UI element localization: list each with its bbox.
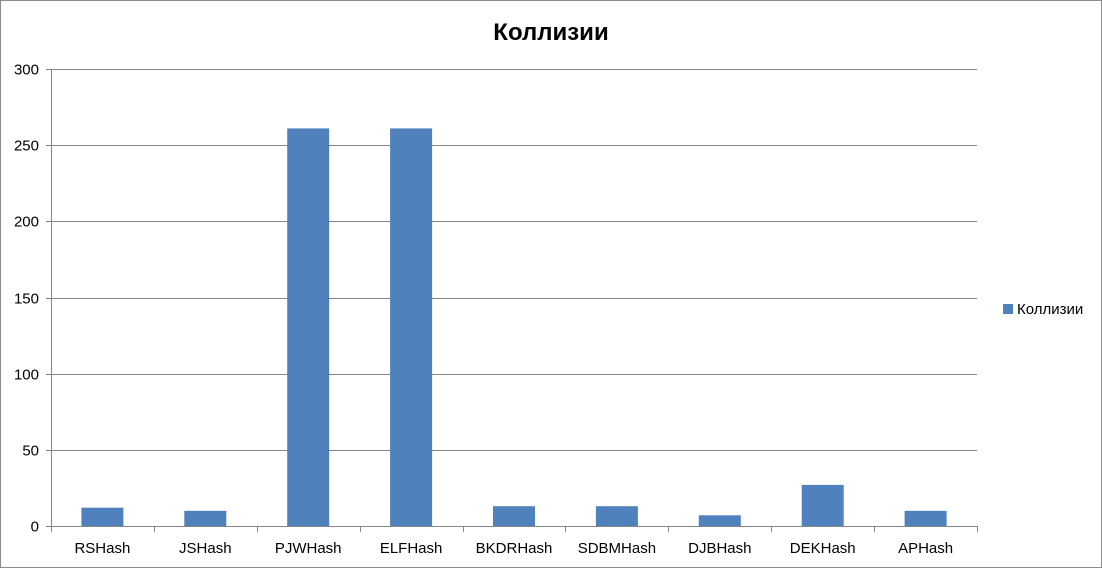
x-tick-label: ELFHash (380, 540, 443, 557)
legend-label: Коллизии (1017, 301, 1083, 318)
y-tick-label: 150 (14, 291, 39, 308)
bar-dekhash (801, 484, 844, 526)
x-tick-label: SDBMHash (578, 540, 656, 557)
bar-aphash (904, 510, 947, 526)
x-tick-label: RSHash (74, 540, 130, 557)
bar-rshash (81, 507, 124, 526)
bar-pjwhash (287, 128, 330, 526)
bar-jshash (184, 510, 227, 526)
y-tick-label: 50 (22, 443, 39, 460)
x-tick-label: DJBHash (688, 540, 751, 557)
y-axis-ticks: 0 50 100 150 200 250 300 (14, 62, 51, 536)
x-tick-label: PJWHash (275, 540, 342, 557)
bar-elfhash (390, 128, 433, 526)
x-tick-label: APHash (898, 540, 953, 557)
bars (81, 128, 947, 526)
y-tick-label: 200 (14, 214, 39, 231)
chart-title: Коллизии (493, 19, 608, 46)
y-tick-label: 100 (14, 367, 39, 384)
bar-sdbmhash (595, 506, 638, 526)
legend-swatch (1003, 304, 1013, 314)
axes (51, 69, 977, 527)
y-tick-label: 250 (14, 138, 39, 155)
x-tick-label: BKDRHash (476, 540, 553, 557)
y-tick-label: 300 (14, 62, 39, 79)
x-tick-label: JSHash (179, 540, 232, 557)
x-tick-label: DEKHash (790, 540, 856, 557)
bar-djbhash (698, 515, 741, 526)
legend: Коллизии (1003, 301, 1083, 318)
gridlines (51, 69, 977, 451)
bar-bkdrhash (493, 506, 535, 526)
x-axis-ticks: RSHash JSHash PJWHash ELFHash BKDRHash SDBMHa… (51, 526, 978, 557)
y-tick-label: 0 (31, 519, 39, 536)
